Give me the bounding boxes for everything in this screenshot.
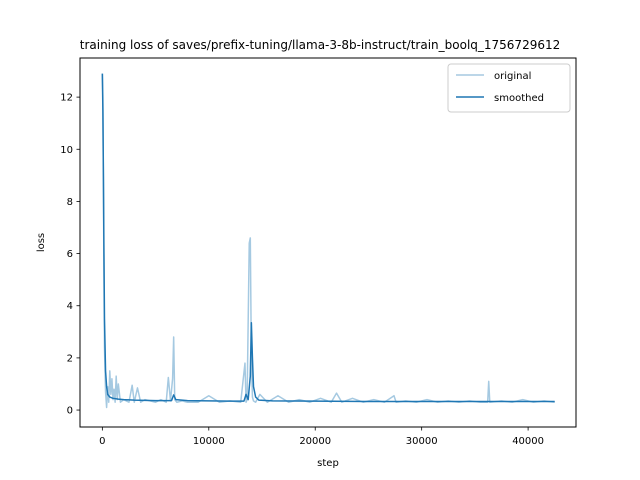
y-axis-label: loss: [36, 233, 47, 252]
y-axis: 0 2 4 6 8 10 12: [60, 93, 80, 417]
x-tick-label: 10000: [193, 436, 225, 447]
series-line-smoothed: [101, 73, 555, 403]
x-tick-label: 0: [99, 436, 105, 447]
x-axis: 0 10000 20000 30000 40000: [99, 427, 544, 447]
x-tick-label: 40000: [512, 436, 544, 447]
legend: original smoothed: [447, 63, 571, 113]
y-tick-label: 6: [67, 249, 73, 260]
x-tick-label: 30000: [406, 436, 438, 447]
y-tick-label: 10: [60, 145, 73, 156]
legend-label-original: original: [494, 71, 531, 82]
legend-label-smoothed: smoothed: [494, 93, 544, 104]
x-tick-label: 20000: [299, 436, 331, 447]
y-tick-label: 0: [67, 406, 73, 417]
axes-frame: [79, 57, 577, 428]
legend-box: [447, 63, 571, 113]
x-axis-label: step: [317, 458, 339, 469]
plot-area: [101, 73, 555, 409]
y-tick-label: 8: [67, 197, 73, 208]
y-tick-label: 4: [67, 301, 73, 312]
y-tick-label: 2: [67, 353, 73, 364]
y-tick-label: 12: [60, 93, 73, 104]
chart-title: training loss of saves/prefix-tuning/lla…: [80, 38, 561, 52]
series-line-original: [101, 73, 555, 409]
